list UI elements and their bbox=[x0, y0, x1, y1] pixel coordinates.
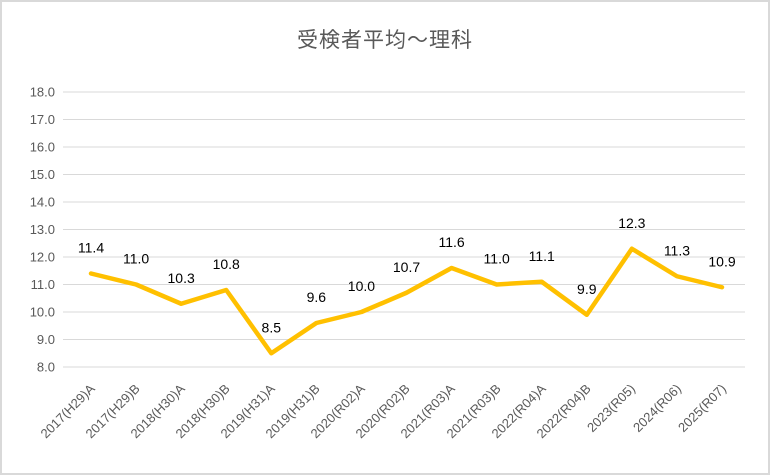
series-line bbox=[88, 246, 725, 356]
y-tick-label: 15.0 bbox=[30, 167, 55, 182]
data-point-label: 8.5 bbox=[262, 319, 282, 335]
y-tick-label: 9.0 bbox=[37, 332, 55, 347]
chart-title: 受検者平均～理科 bbox=[297, 29, 473, 52]
y-tick-label: 17.0 bbox=[30, 112, 55, 127]
y-tick-label: 16.0 bbox=[30, 140, 55, 155]
y-tick-label: 18.0 bbox=[30, 85, 55, 100]
data-point-label: 11.0 bbox=[123, 251, 149, 267]
y-tick-label: 11.0 bbox=[31, 277, 55, 292]
y-tick-label: 14.0 bbox=[30, 195, 55, 210]
data-point-label: 12.3 bbox=[618, 215, 645, 231]
data-point-label: 10.9 bbox=[708, 253, 735, 269]
data-point-label: 11.1 bbox=[529, 248, 555, 264]
data-point-label: 9.6 bbox=[307, 289, 327, 305]
data-point-label: 9.9 bbox=[577, 281, 597, 297]
x-tick-label: 2025(R07) bbox=[674, 381, 729, 436]
data-point-label: 11.6 bbox=[438, 234, 464, 250]
data-point-label: 10.8 bbox=[213, 256, 240, 272]
data-point-label: 11.4 bbox=[78, 240, 104, 256]
x-tick-label: 2024(R06) bbox=[629, 381, 684, 436]
y-tick-label: 10.0 bbox=[30, 305, 55, 320]
data-point-label: 11.0 bbox=[484, 251, 510, 267]
y-tick-label: 13.0 bbox=[30, 222, 55, 237]
data-point-label: 10.7 bbox=[393, 259, 420, 275]
data-point-label: 11.3 bbox=[664, 242, 690, 258]
y-tick-label: 8.0 bbox=[37, 360, 55, 375]
y-tick-label: 12.0 bbox=[30, 250, 55, 265]
data-point-label: 10.3 bbox=[168, 270, 195, 286]
x-tick-label: 2023(R05) bbox=[584, 381, 639, 436]
data-point-label: 10.0 bbox=[348, 278, 375, 294]
